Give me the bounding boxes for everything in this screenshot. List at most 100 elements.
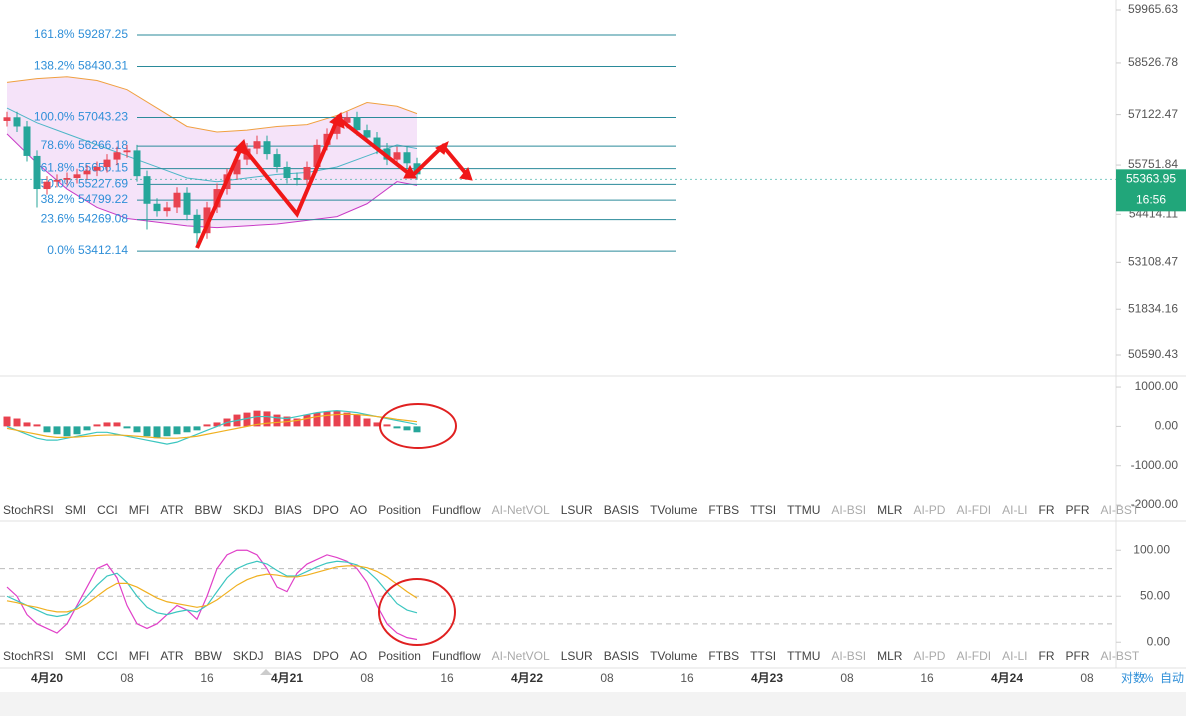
histogram-bar [363,418,371,427]
indicator-tab[interactable]: AI-LI [1002,503,1027,517]
indicator-tab[interactable]: AI-BSI [831,649,866,663]
fib-label: 38.2% 54799.22 [41,192,129,206]
fib-label: 0.0% 53412.14 [47,243,128,257]
indicator-tab[interactable]: AI-BST [1100,649,1139,663]
indicator-tab[interactable]: TTMU [787,503,820,517]
axis-option[interactable]: 对数 [1121,670,1145,685]
indicator-tab[interactable]: AI-FDI [956,649,991,663]
indicator-tab[interactable]: TTSI [750,649,776,663]
indicator-tab[interactable]: AI-PD [913,649,945,663]
indicator-tab[interactable]: AI-FDI [956,503,991,517]
fib-label: 23.6% 54269.08 [41,212,129,226]
indicator-tab[interactable]: AI-BSI [831,503,866,517]
y-tick-label: 51834.16 [1128,301,1178,315]
fib-pct: 61.8% [41,161,75,175]
candle-body [263,141,271,155]
indicator-tab[interactable]: AO [350,503,367,517]
indicator-tab[interactable]: BIAS [275,649,302,663]
histogram-bar [3,416,11,427]
histogram-bar [103,422,111,427]
footer-bar [0,692,1186,716]
indicator-tab[interactable]: BBW [195,503,223,517]
histogram-bar [13,418,21,427]
candle-body [333,122,341,134]
indicator-tab[interactable]: AO [350,649,367,663]
y-tick-label: 0.00 [1155,419,1179,433]
axis-option[interactable]: % [1143,671,1154,685]
indicator-tab[interactable]: BASIS [604,649,639,663]
histogram-bar [83,426,91,431]
indicator-tab[interactable]: BIAS [275,503,302,517]
indicator-line [6,560,418,618]
indicator-tab[interactable]: MFI [129,503,150,517]
candle-body [393,152,401,160]
indicator-tab[interactable]: PFR [1065,503,1089,517]
y-tick-label: 50590.43 [1128,347,1178,361]
histogram-bar [43,426,51,433]
candle-body [153,203,161,212]
indicator-tab[interactable]: PFR [1065,649,1089,663]
indicator-tab[interactable]: BASIS [604,503,639,517]
indicator-tab[interactable]: TVolume [650,503,698,517]
indicator-tab[interactable]: MFI [129,649,150,663]
indicator-tab[interactable]: AI-LI [1002,649,1027,663]
indicator-tab[interactable]: DPO [313,649,339,663]
indicator-tab[interactable]: Position [378,649,421,663]
indicator-tab[interactable]: CCI [97,503,118,517]
indicator-tab[interactable]: AI-PD [913,503,945,517]
histogram-bar [323,411,331,427]
indicator-tab[interactable]: Fundflow [432,503,481,517]
histogram-bar [143,426,151,437]
indicator-tab[interactable]: DPO [313,503,339,517]
indicator-tab[interactable]: FR [1038,649,1054,663]
indicator-tab[interactable]: StochRSI [3,649,54,663]
indicator-tab[interactable]: LSUR [561,503,593,517]
indicator-tab[interactable]: FTBS [708,503,739,517]
histogram-bar [173,426,181,435]
indicator-tab[interactable]: FR [1038,503,1054,517]
indicator-tab[interactable]: AI-NetVOL [492,649,550,663]
indicator-tab[interactable]: AI-BST [1100,503,1139,517]
histogram-bar [263,411,271,427]
candle-body [353,117,361,131]
indicator-tab[interactable]: SKDJ [233,503,264,517]
indicator-tab[interactable]: AI-NetVOL [492,503,550,517]
x-tick-label: 08 [840,671,854,685]
indicator-tab[interactable]: BBW [195,649,223,663]
y-tick-label: -1000.00 [1131,458,1179,472]
histogram-bar [333,410,341,427]
indicator-tab[interactable]: LSUR [561,649,593,663]
indicator-tab[interactable]: StochRSI [3,503,54,517]
histogram-bar [123,426,131,429]
histogram-bar [413,426,421,433]
indicator-tab[interactable]: SMI [65,649,86,663]
indicator-tab[interactable]: TTSI [750,503,776,517]
axis-option[interactable]: 自动 [1160,671,1184,685]
indicator-tab[interactable]: TVolume [650,649,698,663]
scroll-handle[interactable] [260,669,272,675]
histogram-bar [113,422,121,427]
indicator-tab[interactable]: ATR [160,649,183,663]
indicator-tab[interactable]: FTBS [708,649,739,663]
indicator-tab[interactable]: SMI [65,503,86,517]
candle-body [53,179,61,182]
candle-body [183,192,191,215]
indicator-tab[interactable]: Position [378,503,421,517]
indicator-tab[interactable]: ATR [160,503,183,517]
indicator-tab[interactable]: SKDJ [233,649,264,663]
fib-price: 54799.22 [78,192,128,206]
price-tag [1116,169,1186,212]
histogram-bar [393,426,401,429]
fib-pct: 161.8% [34,27,75,41]
histogram-bar [203,424,211,427]
indicator-tab[interactable]: MLR [877,649,903,663]
indicator-tab[interactable]: MLR [877,503,903,517]
candle-body [133,150,141,177]
indicator-tab[interactable]: Fundflow [432,649,481,663]
histogram-bar [193,426,201,431]
candle-body [373,137,381,149]
indicator-tab[interactable]: CCI [97,649,118,663]
indicator-tab[interactable]: TTMU [787,649,820,663]
histogram-bar [183,426,191,433]
